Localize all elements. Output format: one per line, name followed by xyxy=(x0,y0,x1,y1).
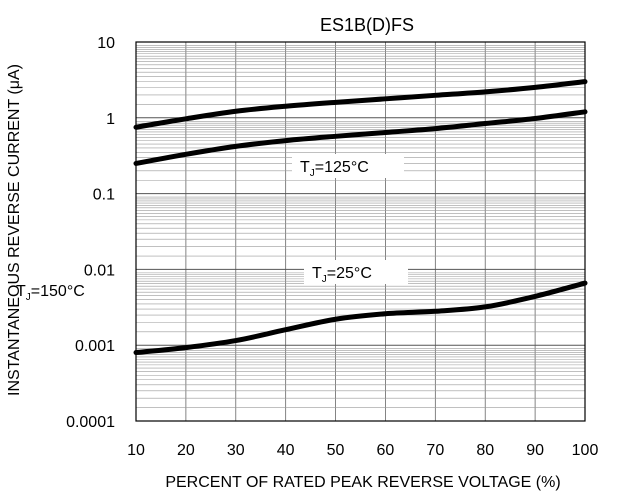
x-tick-labels: 10 20 30 40 50 60 70 80 90 100 xyxy=(127,442,598,459)
series-line-0 xyxy=(133,79,588,130)
y-tick-labels: 10 1 0.1 0.01 0.001 0.0001 xyxy=(66,35,115,431)
x-tick-label: 20 xyxy=(177,442,195,459)
x-axis-label: PERCENT OF RATED PEAK REVERSE VOLTAGE (%… xyxy=(165,474,560,491)
y-tick-label: 1 xyxy=(106,111,115,128)
x-tick-label: 50 xyxy=(327,442,345,459)
series-line-2 xyxy=(133,280,588,356)
series-label-0: TJ=150°C xyxy=(16,283,85,303)
x-tick-label: 60 xyxy=(377,442,395,459)
y-tick-label: 0.001 xyxy=(75,338,115,355)
x-tick-label: 40 xyxy=(277,442,295,459)
y-tick-label: 10 xyxy=(97,35,115,52)
series-label-background xyxy=(304,260,408,284)
y-tick-label: 0.0001 xyxy=(66,414,115,431)
y-tick-label: 0.01 xyxy=(84,262,115,279)
series-line-1 xyxy=(133,109,588,166)
plot-frame xyxy=(135,41,586,422)
series-label-1: TJ=125°C xyxy=(300,159,369,179)
x-tick-label: 10 xyxy=(127,442,145,459)
series-label-background xyxy=(292,154,404,178)
x-tick-label: 30 xyxy=(227,442,245,459)
y-tick-label: 0.1 xyxy=(93,187,115,204)
chart-title: ES1B(D)FS xyxy=(320,15,414,35)
chart-grid xyxy=(135,42,586,422)
chart-series xyxy=(133,79,588,356)
x-tick-label: 80 xyxy=(476,442,494,459)
y-axis-label: INSTANTANEOUS REVERSE CURRENT (μA) xyxy=(6,64,23,396)
series-label-background xyxy=(8,278,98,302)
series-label-2: TJ=25°C xyxy=(312,265,372,285)
x-tick-label: 70 xyxy=(426,442,444,459)
x-tick-label: 100 xyxy=(572,442,599,459)
series-labels: TJ=150°C TJ=125°C TJ=25°C xyxy=(8,154,408,303)
x-tick-label: 90 xyxy=(526,442,544,459)
